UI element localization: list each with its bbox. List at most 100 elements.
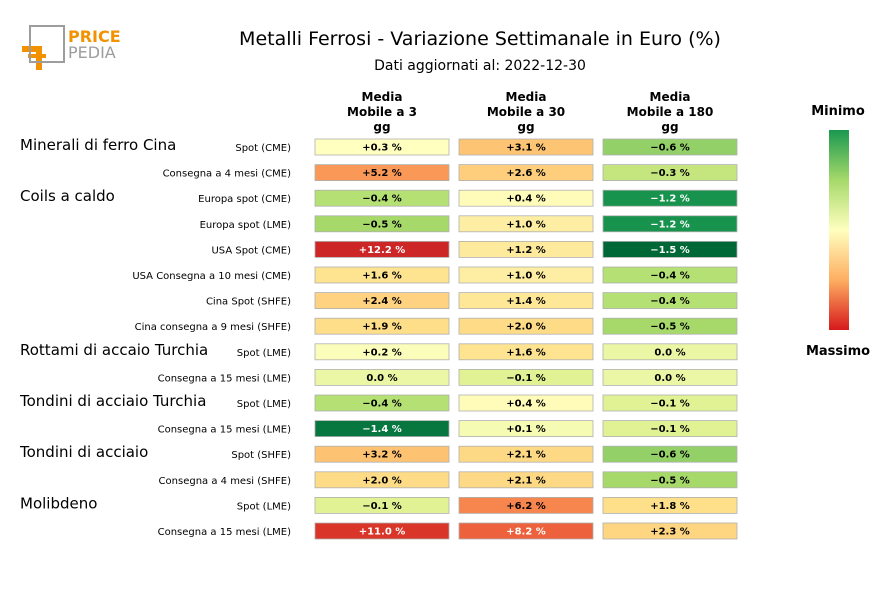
cell-value-2-0-1: +1.6 % [506,347,546,358]
heatmap-cell-1-0-0 [314,189,450,207]
heatmap-cell-5-1-0 [314,522,450,540]
heatmap-cell-1-5-1 [458,317,594,335]
chart-title: Metalli Ferrosi - Variazione Settimanale… [239,28,721,50]
cell-value-4-0-0: +3.2 % [362,450,402,461]
cell-value-1-3-1: +1.0 % [506,271,546,282]
cell-value-3-0-1: +0.4 % [506,399,546,410]
heatmap-cell-1-3-1 [458,266,594,284]
logo-bar-3 [28,54,46,58]
heatmap-cell-1-0-1 [458,189,594,207]
heatmap-cell-3-1-1 [458,420,594,438]
cell-value-1-5-0: +1.9 % [362,322,402,333]
column-header-1-line-1: Mobile a 30 [487,105,565,119]
heatmap-cell-4-1-2 [602,471,738,489]
heatmap-cell-1-1-1 [458,215,594,233]
row-label-3-1: Consegna a 15 mesi (LME) [158,425,291,436]
group-label-4: Tondini di acciaio [19,443,148,461]
logo-frame [29,25,65,63]
heatmap-cell-3-0-0 [314,394,450,412]
cell-value-1-3-2: −0.4 % [650,271,690,282]
row-label-0-0: Spot (CME) [235,143,291,154]
column-header-1-line-0: Media [506,90,547,104]
row-label-2-1: Consegna a 15 mesi (LME) [158,373,291,384]
legend-max-label: Massimo [806,344,870,359]
cell-value-5-0-1: +6.2 % [506,501,546,512]
row-label-2-0: Spot (LME) [237,348,291,359]
cell-value-1-2-0: +12.2 % [359,245,406,256]
heatmap-cell-1-2-2 [602,240,738,258]
heatmap-cell-1-3-0 [314,266,450,284]
column-header-2-line-1: Mobile a 180 [627,105,714,119]
cell-value-4-0-1: +2.1 % [506,450,546,461]
heatmap-cell-1-4-1 [458,292,594,310]
heatmap-cell-1-1-0 [314,215,450,233]
cell-value-1-3-0: +1.6 % [362,271,402,282]
cell-value-3-1-0: −1.4 % [362,424,402,435]
cell-value-2-0-2: 0.0 % [654,347,685,358]
cell-value-2-1-0: 0.0 % [366,373,397,384]
cell-value-1-4-2: −0.4 % [650,296,690,307]
row-label-4-1: Consegna a 4 mesi (SHFE) [159,476,292,487]
logo-bar-1 [22,46,42,52]
cell-value-5-1-1: +8.2 % [506,527,546,538]
cell-value-0-1-2: −0.3 % [650,168,690,179]
heatmap-cell-0-1-1 [458,164,594,182]
cell-value-5-1-2: +2.3 % [650,527,690,538]
heatmap-cell-5-1-2 [602,522,738,540]
row-label-5-1: Consegna a 15 mesi (LME) [158,527,291,538]
cell-value-3-0-0: −0.4 % [362,399,402,410]
cell-value-3-1-2: −0.1 % [650,424,690,435]
row-label-1-3: USA Consegna a 10 mesi (CME) [132,271,291,282]
cell-value-0-0-2: −0.6 % [650,143,690,154]
legend-colorbar [829,130,849,330]
heatmap-grid: Minerali di ferro Cina Spot (CME) +0.3 % +3… [19,136,738,540]
heatmap-cell-2-1-0 [314,368,450,386]
heatmap-cell-1-1-2 [602,215,738,233]
row-label-4-0: Spot (SHFE) [231,450,291,461]
row-label-1-5: Cina consegna a 9 mesi (SHFE) [135,322,291,333]
heatmap-cell-0-0-2 [602,138,738,156]
heatmap-cell-5-1-1 [458,522,594,540]
cell-value-5-1-0: +11.0 % [359,527,406,538]
pricepedia-logo: PRICE PEDIA [22,25,121,70]
heatmap-cell-5-0-0 [314,496,450,514]
row-label-1-2: USA Spot (CME) [211,245,291,256]
column-header-0-line-1: Mobile a 3 [347,105,417,119]
color-legend: Minimo Massimo [806,104,870,359]
column-header-0-line-2: gg [373,120,390,134]
heatmap-cell-5-0-2 [602,496,738,514]
heatmap-cell-1-3-2 [602,266,738,284]
heatmap-cell-1-4-2 [602,292,738,310]
heatmap-cell-2-0-0 [314,343,450,361]
cell-value-4-1-2: −0.5 % [650,475,690,486]
heatmap-cell-1-0-2 [602,189,738,207]
cell-value-0-0-1: +3.1 % [506,143,546,154]
cell-value-1-0-1: +0.4 % [506,194,546,205]
cell-value-1-5-1: +2.0 % [506,322,546,333]
cell-value-4-1-1: +2.1 % [506,475,546,486]
row-label-1-1: Europa spot (LME) [200,220,292,231]
heatmap-cell-0-0-0 [314,138,450,156]
column-header-1-line-2: gg [517,120,534,134]
heatmap-cell-4-0-2 [602,445,738,463]
cell-value-1-5-2: −0.5 % [650,322,690,333]
cell-value-1-1-2: −1.2 % [650,219,690,230]
heatmap-cell-1-2-1 [458,240,594,258]
heatmap-cell-3-0-1 [458,394,594,412]
heatmap-cell-4-1-0 [314,471,450,489]
cell-value-1-0-0: −0.4 % [362,194,402,205]
cell-value-0-1-1: +2.6 % [506,168,546,179]
heatmap-cell-0-1-2 [602,164,738,182]
heatmap-cell-1-5-0 [314,317,450,335]
row-label-1-0: Europa spot (CME) [198,194,291,205]
cell-value-1-0-2: −1.2 % [650,194,690,205]
heatmap-cell-3-0-2 [602,394,738,412]
cell-value-1-1-1: +1.0 % [506,219,546,230]
cell-value-5-0-0: −0.1 % [362,501,402,512]
legend-min-label: Minimo [811,104,865,119]
heatmap-cell-4-0-0 [314,445,450,463]
cell-value-1-4-1: +1.4 % [506,296,546,307]
heatmap-cell-0-0-1 [458,138,594,156]
